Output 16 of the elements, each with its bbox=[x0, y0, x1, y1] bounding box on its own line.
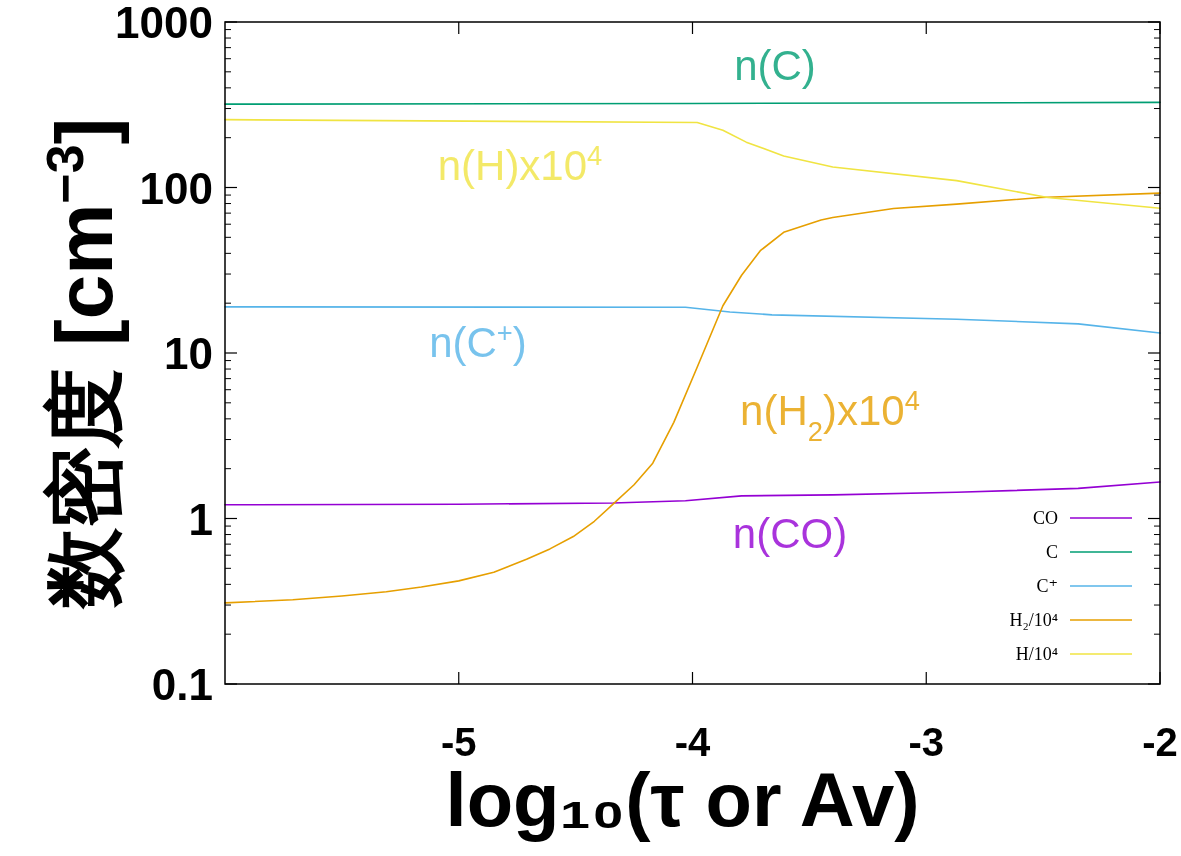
legend-label: C bbox=[1045, 542, 1058, 562]
legend-label: CO bbox=[1032, 508, 1058, 528]
y-tick-label: 1000 bbox=[115, 0, 213, 47]
legend-label: H/10⁴ bbox=[1015, 644, 1058, 664]
legend-label: C⁺ bbox=[1036, 576, 1058, 596]
y-tick-label: 10 bbox=[164, 329, 213, 378]
y-tick-label: 1 bbox=[188, 494, 213, 544]
annotation: n(H$_{2}$)x10$^{4}$ bbox=[740, 384, 920, 447]
annotation: n(CO) bbox=[732, 510, 848, 557]
x-tick-label: -2 bbox=[1142, 720, 1178, 764]
annotation: n(C) bbox=[734, 42, 816, 89]
y-tick-label: 0.1 bbox=[151, 660, 213, 709]
legend-label: H₂/10⁴ bbox=[1009, 610, 1058, 630]
y-tick-label: 100 bbox=[139, 163, 213, 213]
annotation: n(C$^{+}$) bbox=[429, 316, 527, 366]
annotation: n(H)x10$^{4}$ bbox=[437, 139, 603, 189]
